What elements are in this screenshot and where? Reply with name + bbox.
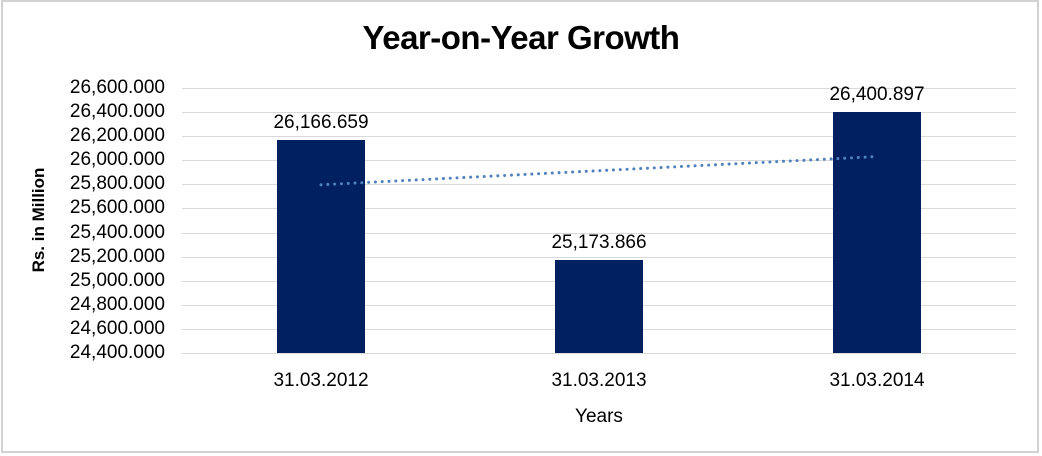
y-tick-label: 25,600.000 <box>69 197 165 218</box>
bar-value-label: 26,400.897 <box>829 83 925 105</box>
gridline <box>182 208 1016 209</box>
y-tick-label: 26,200.000 <box>69 125 165 146</box>
y-tick-label: 26,000.000 <box>69 149 165 170</box>
chart-title: Year-on-Year Growth <box>362 19 680 56</box>
bar <box>833 111 921 353</box>
y-tick-label: 24,600.000 <box>69 318 165 339</box>
bar <box>277 140 365 353</box>
x-category-label: 31.03.2014 <box>829 370 925 391</box>
y-tick-label: 25,800.000 <box>69 173 165 194</box>
gridline <box>182 88 1016 89</box>
gridline <box>182 136 1016 137</box>
y-tick-label: 25,000.000 <box>69 270 165 291</box>
bar <box>555 259 643 353</box>
y-tick-label: 25,400.000 <box>69 222 165 243</box>
x-category-label: 31.03.2012 <box>273 370 369 391</box>
y-tick-label: 26,600.000 <box>69 77 165 98</box>
x-category-label: 31.03.2013 <box>551 370 647 391</box>
y-tick-label: 24,800.000 <box>69 294 165 315</box>
y-tick-label: 25,200.000 <box>69 246 165 267</box>
gridline <box>182 112 1016 113</box>
y-tick-label: 24,400.000 <box>69 342 165 363</box>
gridline <box>182 233 1016 234</box>
bar-value-label: 26,166.659 <box>273 112 369 134</box>
gridline <box>182 257 1016 258</box>
gridline <box>182 353 1016 354</box>
y-tick-label: 26,400.000 <box>69 101 165 122</box>
bar-value-label: 25,173.866 <box>551 231 647 253</box>
x-axis-title: Years <box>575 406 623 427</box>
